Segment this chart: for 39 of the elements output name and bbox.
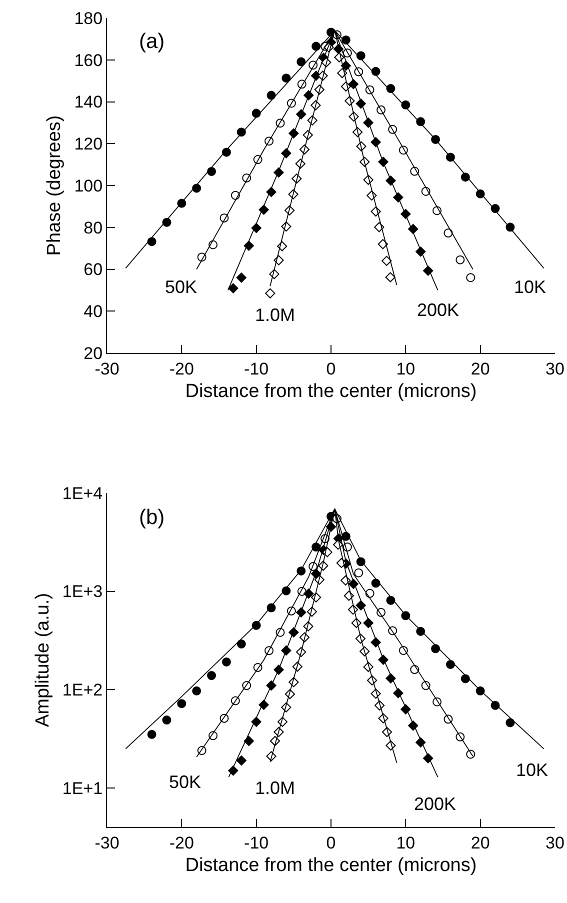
annotation: 200K xyxy=(414,794,456,814)
annotation: 10K xyxy=(516,760,548,780)
y-tick-label: 1E+1 xyxy=(62,778,103,798)
y-tick-label: 60 xyxy=(84,260,103,280)
x-tick-label: 30 xyxy=(546,833,564,852)
x-axis-title: Distance from the center (microns) xyxy=(185,855,477,876)
x-tick-label: -10 xyxy=(244,359,269,378)
x-tick-label: 0 xyxy=(326,359,336,378)
y-tick-label: 180 xyxy=(74,8,103,28)
x-tick-label: -20 xyxy=(169,833,194,852)
annotation: 1.0M xyxy=(255,305,296,325)
y-tick-label: 1E+3 xyxy=(62,582,103,602)
annotation: 200K xyxy=(417,300,460,320)
y-tick-label: 120 xyxy=(74,134,103,154)
x-tick-label: -30 xyxy=(94,833,120,852)
y-tick-label: 1E+2 xyxy=(62,680,103,700)
annotation: (a) xyxy=(139,30,165,53)
y-tick-label: 80 xyxy=(84,218,103,238)
y-tick-label: 140 xyxy=(74,92,103,112)
x-tick-label: 20 xyxy=(470,833,490,852)
x-tick-label: 20 xyxy=(470,359,490,378)
y-axis-title: Phase (degrees) xyxy=(44,115,66,256)
annotation: 10K xyxy=(514,277,546,297)
annotation: 1.0M xyxy=(255,778,296,798)
annotation: (b) xyxy=(139,506,165,529)
y-tick-label: 100 xyxy=(74,176,103,196)
y-tick-label: 160 xyxy=(74,50,103,70)
y-axis-title: Amplitude (a.u.) xyxy=(32,592,54,728)
x-tick-label: -10 xyxy=(244,833,269,852)
x-tick-label: 30 xyxy=(546,359,564,378)
x-tick-label: 10 xyxy=(396,359,416,378)
x-tick-label: 0 xyxy=(326,833,336,852)
y-tick-label: 1E+4 xyxy=(62,484,103,503)
annotation: 50K xyxy=(169,772,202,792)
x-axis-title: Distance from the center (microns) xyxy=(185,381,477,402)
x-tick-label: 10 xyxy=(396,833,416,852)
annotation: 50K xyxy=(165,277,198,297)
y-tick-label: 40 xyxy=(84,302,103,322)
x-tick-label: -20 xyxy=(169,359,194,378)
